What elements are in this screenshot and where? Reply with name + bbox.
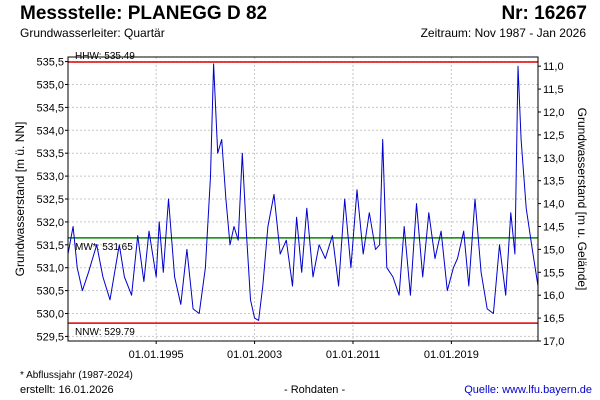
x-tick-label: 01.01.2019 xyxy=(424,349,479,361)
station-title: Messstelle: PLANEGG D 82 xyxy=(20,3,268,24)
groundwater-level-series xyxy=(67,63,539,321)
plot-frame xyxy=(67,56,539,342)
y2-tick-label: 11,5 xyxy=(543,84,564,96)
x-tick-label: 01.01.2003 xyxy=(227,349,282,361)
y-tick-label: 535,0 xyxy=(36,79,64,91)
x-axis: 01.01.1995 01.01.2003 01.01.2011 01.01.2019 xyxy=(129,341,479,361)
y2-tick-label: 11,0 xyxy=(543,61,564,73)
aquifer-label: Grundwasserleiter: Quartär xyxy=(20,26,165,40)
y2-tick-label: 16,0 xyxy=(543,290,564,302)
grid xyxy=(68,57,538,341)
raw-data-note: - Rohdaten - xyxy=(284,384,346,396)
y-axis-title: Grundwasserstand [m ü. NN] xyxy=(13,122,27,277)
created-date: erstellt: 16.01.2026 xyxy=(20,384,114,396)
y-tick-label: 531,5 xyxy=(36,240,64,252)
y2-tick-label: 14,0 xyxy=(543,199,564,211)
y2-axis-title: Grundwasserstand [m u. Gelände] xyxy=(575,108,589,291)
x-tick-label: 01.01.2011 xyxy=(326,349,380,361)
y-tick-label: 530,5 xyxy=(36,286,64,298)
y2-tick-label: 14,5 xyxy=(543,221,564,233)
y2-tick-label: 13,0 xyxy=(543,153,564,165)
y-tick-label: 533,5 xyxy=(36,148,64,160)
y-tick-label: 531,0 xyxy=(36,263,64,275)
y2-tick-label: 12,5 xyxy=(543,130,564,142)
y2-tick-label: 17,0 xyxy=(543,336,564,348)
y-tick-label: 532,0 xyxy=(36,217,64,229)
y-tick-label: 532,5 xyxy=(36,194,64,206)
y2-tick-label: 15,5 xyxy=(543,267,564,279)
y2-tick-label: 12,0 xyxy=(543,107,564,119)
footnote: * Abflussjahr (1987-2024) xyxy=(20,370,133,381)
series-layer xyxy=(67,63,539,321)
y-tick-label: 530,0 xyxy=(36,309,64,321)
x-tick-label: 01.01.1995 xyxy=(129,349,184,361)
y-tick-label: 529,5 xyxy=(36,331,64,343)
station-number: Nr: 16267 xyxy=(501,3,587,24)
y2-tick-label: 15,0 xyxy=(543,244,564,256)
y-axis-left: 529,5 530,0 530,5 531,0 531,5 532,0 532,5 533,0… xyxy=(36,57,68,343)
source-link[interactable]: Quelle: www.lfu.bayern.de xyxy=(464,384,592,396)
y-tick-label: 534,5 xyxy=(36,102,64,114)
y-tick-label: 534,0 xyxy=(36,125,64,137)
y2-tick-label: 13,5 xyxy=(543,176,564,188)
nnw-reference-label: NNW: 529.79 xyxy=(75,327,135,338)
y-tick-label: 533,0 xyxy=(36,171,64,183)
period-label: Zeitraum: Nov 1987 - Jan 2026 xyxy=(420,26,586,40)
y-axis-right: 11,0 11,5 12,0 12,5 13,0 13,5 14,0 14,5 15,0 15,5… xyxy=(538,61,564,348)
y2-tick-label: 16,5 xyxy=(543,313,564,325)
mw-reference-label: MW*: 531.65 xyxy=(75,242,133,253)
y-tick-label: 535,5 xyxy=(36,57,64,69)
